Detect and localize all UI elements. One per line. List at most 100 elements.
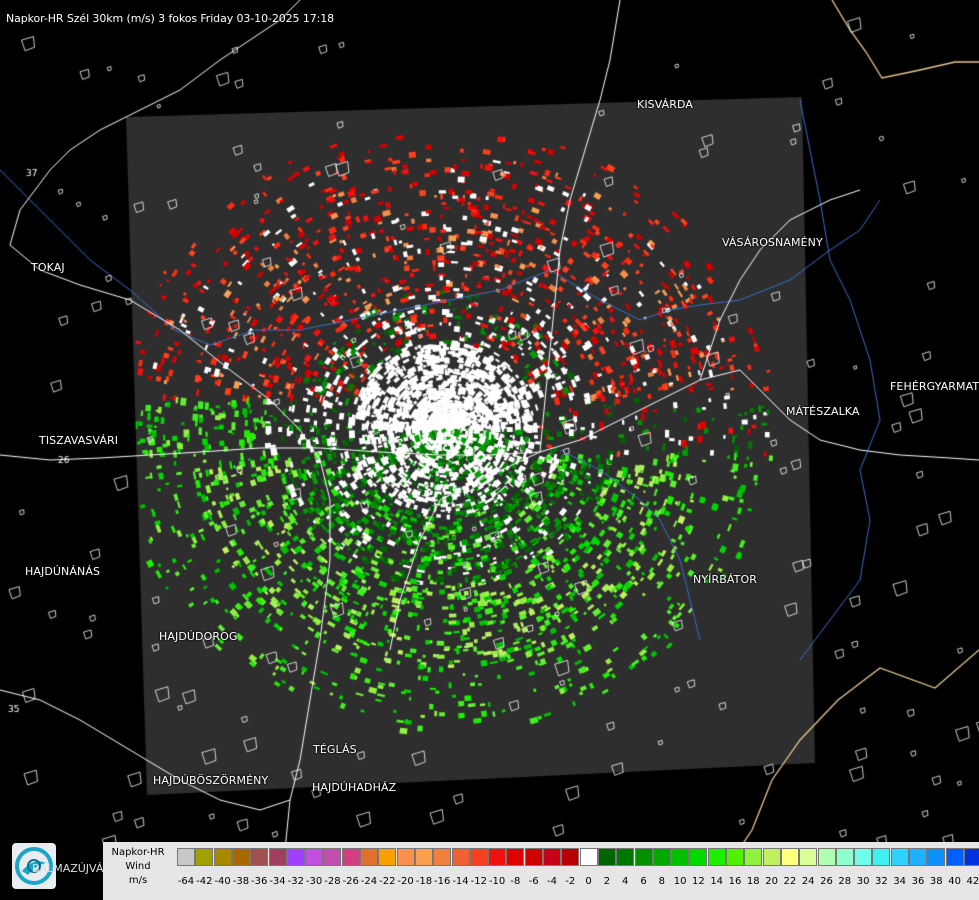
- wind-legend: Napkor-HR Wind m/s -64 -42 -40 -38 -36 -34 -32…: [103, 842, 979, 900]
- legend-swatch: [579, 848, 598, 866]
- legend-swatch: [433, 848, 452, 866]
- legend-tick-label: 42: [966, 876, 979, 887]
- legend-tick-label: -42: [196, 876, 213, 887]
- legend-tick-label: 24: [801, 876, 815, 887]
- legend-swatch: [469, 848, 488, 866]
- legend-swatch: [396, 848, 415, 866]
- place-label: TISZAVASVÁRI: [39, 434, 119, 447]
- legend-tick-label: -26: [342, 876, 359, 887]
- legend-tick-label: -18: [415, 876, 433, 887]
- legend-tick-label: -32: [287, 876, 304, 887]
- place-label: HAJDÚBÖSZÖRMÉNY: [153, 774, 269, 787]
- legend-swatch: [945, 848, 964, 866]
- legend-tick-label: 4: [622, 876, 629, 887]
- legend-tick-label: 32: [875, 876, 888, 887]
- legend-tick-label: -38: [232, 876, 250, 887]
- place-label: VÁSÁROSNAMÉNY: [722, 236, 823, 249]
- legend-swatch: [488, 848, 507, 866]
- legend-swatch: [780, 848, 799, 866]
- legend-swatch: [195, 848, 214, 866]
- legend-tick-label: 26: [820, 876, 833, 887]
- legend-tick-label: -12: [470, 876, 487, 887]
- place-label: HAJDÚDOROG: [159, 630, 238, 643]
- place-label: KISVÁRDA: [637, 98, 694, 111]
- legend-swatch: [506, 848, 525, 866]
- legend-swatch: [414, 848, 433, 866]
- place-label: MÁTÉSZALKA: [786, 405, 860, 418]
- legend-swatch: [689, 848, 708, 866]
- legend-tick-label: 36: [911, 876, 925, 887]
- legend-title-unit: m/s: [128, 875, 148, 886]
- legend-swatch: [817, 848, 836, 866]
- legend-swatch: [799, 848, 818, 866]
- legend-tick-label: 2: [603, 876, 611, 887]
- legend-swatch: [854, 848, 873, 866]
- legend-swatch: [616, 848, 635, 866]
- legend-swatch: [671, 848, 690, 866]
- legend-tick-label: -2: [565, 876, 576, 887]
- legend-tick-label: -16: [434, 876, 451, 887]
- legend-tick-label: -14: [452, 876, 469, 887]
- legend-swatch: [634, 848, 653, 866]
- legend-tick-label: -28: [324, 876, 341, 887]
- legend-swatch: [872, 848, 891, 866]
- legend-tick-label: 20: [765, 876, 778, 887]
- legend-swatch: [707, 848, 726, 866]
- legend-tick-label: 34: [893, 876, 907, 887]
- place-label: HAJDÚHADHÁZ: [312, 781, 397, 794]
- legend-tick-label: 40: [948, 876, 961, 887]
- legend-tick-label: -20: [397, 876, 414, 887]
- legend-title: Napkor-HR Wind m/s: [105, 846, 171, 888]
- legend-tick-label: 18: [746, 876, 760, 887]
- legend-swatch: [213, 848, 232, 866]
- legend-tick-label: -30: [305, 876, 323, 887]
- place-label: TOKAJ: [31, 261, 65, 274]
- legend-tick-label: 12: [692, 876, 705, 887]
- legend-tick-label: -6: [528, 876, 539, 887]
- place-label: HAJDÚNÁNÁS: [25, 565, 101, 578]
- legend-tick-label: -64: [177, 876, 195, 887]
- legend-swatch: [268, 848, 287, 866]
- place-label: TÉGLÁS: [313, 743, 357, 756]
- legend-swatch: [451, 848, 470, 866]
- map-title: Napkor-HR Szél 30km (m/s) 3 fokos Friday…: [6, 12, 335, 25]
- legend-tick-label: 22: [783, 876, 797, 887]
- legend-swatch: [652, 848, 671, 866]
- legend-swatch: [927, 848, 946, 866]
- legend-swatch: [909, 848, 927, 866]
- legend-tick-label: -40: [214, 876, 231, 887]
- legend-swatch: [890, 848, 909, 866]
- legend-tick-label: 16: [728, 876, 742, 887]
- legend-swatch: [323, 848, 342, 866]
- legend-swatch: [231, 848, 250, 866]
- legend-swatch: [360, 848, 378, 866]
- place-label: NYÍRBÁTOR: [693, 573, 757, 586]
- legend-tick-label: -22: [379, 876, 396, 887]
- legend-tick-label: -34: [269, 876, 286, 887]
- legend-tick-label: 0: [585, 876, 592, 887]
- legend-swatch: [286, 848, 305, 866]
- legend-swatch: [835, 848, 854, 866]
- legend-tick-label: 28: [838, 876, 852, 887]
- legend-swatch: [726, 848, 744, 866]
- legend-swatch: [561, 848, 580, 866]
- legend-swatch: [341, 848, 360, 866]
- legend-swatch: [305, 848, 324, 866]
- legend-tick-label: 6: [640, 876, 647, 887]
- legend-tick-label: -8: [510, 876, 521, 887]
- legend-title-source: Napkor-HR: [111, 847, 165, 858]
- legend-swatch: [744, 848, 763, 866]
- legend-title-variable: Wind: [125, 861, 151, 872]
- legend-tick-label: 14: [710, 876, 724, 887]
- legend-tick-label: 10: [673, 876, 687, 887]
- legend-tick-label: -10: [488, 876, 506, 887]
- legend-swatch: [378, 848, 397, 866]
- legend-tick-label: -24: [360, 876, 378, 887]
- legend-tick-label: -36: [251, 876, 268, 887]
- legend-swatch: [177, 848, 195, 866]
- legend-tick-label: 38: [929, 876, 943, 887]
- legend-swatch: [250, 848, 269, 866]
- place-label: FEHÉRGYARMAT: [890, 380, 979, 393]
- legend-tick-label: 8: [658, 876, 665, 887]
